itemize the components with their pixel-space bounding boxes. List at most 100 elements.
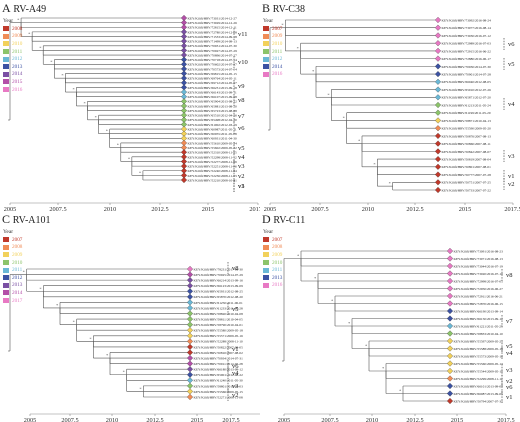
- node-support-marker: *: [297, 254, 300, 259]
- legend-year: 2008: [272, 244, 283, 251]
- tip-diamond: [180, 98, 188, 105]
- x-tick-label: 2012.5: [406, 206, 423, 211]
- tip-diamond: [180, 56, 188, 63]
- tip-label: KEY/Kilifi/HRV/72780/2014-12-08: [188, 30, 238, 34]
- node-support-marker: *: [331, 299, 334, 304]
- clade-label: v5: [508, 61, 515, 68]
- legend-year: 2011: [272, 267, 283, 274]
- node-support-marker: *: [89, 336, 92, 341]
- tip-diamond: [186, 271, 194, 278]
- tip-diamond: [180, 84, 188, 91]
- legend-item: 2011: [263, 48, 282, 56]
- tip-diamond: [446, 345, 454, 352]
- legend-swatch: [3, 26, 9, 32]
- tip-label: KEY/Kilifi/HRV/52299/2008-11-12: [454, 377, 503, 381]
- tip-label: KEY/Kilifi/HRV/55573/2009-05-16: [454, 354, 504, 358]
- legend-item: 2010: [263, 40, 282, 48]
- tip-label: KEY/Kilifi/HRV/58801/2010-04-03: [194, 384, 244, 388]
- legend-item: 2013: [3, 63, 22, 71]
- x-tick-label: 2010: [104, 206, 117, 211]
- node-support-marker: *: [50, 59, 53, 64]
- node-support-marker: *: [312, 69, 315, 74]
- clade-label: v4: [508, 101, 515, 108]
- tip-label: KEY/Kilifi/HRV/66214/2013-09-16: [194, 279, 244, 283]
- phylo-tree: * * * * * * * KEY/Kilifi/HRV/73091/2016-08-23 KE…: [282, 247, 504, 405]
- legend-year: 2010: [272, 259, 283, 266]
- tip-diamond: [434, 47, 442, 54]
- tip-label: KEY/Kilifi/HRV/65870/2012-08-20: [194, 295, 244, 299]
- tip-label: KEY/Kilifi/HRV/69764/2014-05-11: [188, 77, 237, 81]
- tip-label: KEY/Kilifi/HRV/65881/2013-08-20: [188, 104, 238, 108]
- tip-diamond: [180, 65, 188, 72]
- clade-label: v2: [232, 392, 239, 399]
- tip-label: KEY/Kilifi/HRV/61250/2011-06-01: [194, 301, 243, 305]
- node-support-marker: *: [39, 286, 42, 291]
- node-support-marker: *: [117, 143, 120, 148]
- clade-label: v7: [238, 113, 245, 120]
- legend-year: 2013: [272, 274, 283, 281]
- legend-swatch: [263, 49, 269, 55]
- legend-year: 2011: [12, 48, 23, 55]
- clade-label: v9: [238, 83, 245, 90]
- tip-diamond: [434, 86, 442, 93]
- tip-label: KEY/Kilifi/HRV/61002/2012-03-19: [188, 123, 238, 127]
- tip-label: KEY/Kilifi/HRV/60987/2011-05-11: [188, 127, 237, 131]
- clade-label: v8: [506, 272, 513, 279]
- node-support-marker: *: [358, 139, 361, 144]
- tip-diamond: [446, 397, 454, 405]
- tip-diamond: [434, 78, 442, 85]
- tip-label: KEY/Kilifi/HRV/72815/2014-12-11: [188, 26, 237, 30]
- tip-diamond: [434, 117, 442, 124]
- tip-label: KEY/Kilifi/HRV/70901/2014-07-28: [442, 72, 492, 76]
- tip-label: KEY/Kilifi/HRV/73092/2016-08-24: [442, 18, 492, 22]
- node-support-marker: *: [281, 23, 284, 28]
- x-tick-label: 2012.5: [406, 417, 423, 422]
- legend-swatch: [263, 237, 269, 243]
- legend-item: 2010: [3, 259, 22, 267]
- tip-label: KEY/Kilifi/HRV/72880/2016-06-17: [442, 57, 492, 61]
- panel-name: RV-C11: [273, 215, 306, 226]
- legend-year: 2012: [12, 274, 23, 281]
- tip-diamond: [186, 332, 194, 339]
- tip-label: KEY/Kilifi/HRV/73030/2016-07-12: [442, 34, 492, 38]
- x-tick-label: 2010: [362, 206, 375, 211]
- x-tick-label: 2007.5: [61, 417, 78, 422]
- tip-diamond: [180, 139, 188, 147]
- tip-diamond: [434, 163, 442, 170]
- panel-letter: A: [2, 1, 11, 15]
- legend-item: 2014: [263, 63, 282, 71]
- tip-label: KEY/Kilifi/HRV/61221/2011-05-25: [454, 324, 503, 328]
- tip-diamond: [186, 360, 194, 367]
- clade-label: v4: [506, 350, 513, 357]
- tip-diamond: [186, 288, 194, 295]
- clade-label: v11: [238, 31, 248, 38]
- tip-diamond: [180, 79, 188, 86]
- tip-diamond: [186, 277, 194, 284]
- legend-swatch: [263, 252, 269, 258]
- panel-d: 2005 2007.5 2010 2012.5 2015 2017.5 * * * * * * * KEY…: [260, 211, 520, 422]
- phylo-tree: * * * * * * * * KEY/Kilifi/HRV/78231/2017-06-30 K…: [8, 265, 244, 401]
- tip-diamond: [434, 63, 442, 70]
- node-support-marker: *: [72, 87, 75, 92]
- clade-label: v5: [232, 306, 239, 313]
- node-support-marker: *: [106, 129, 109, 134]
- legend-swatch: [3, 282, 9, 288]
- tip-label: KEY/Kilifi/HRV/69815/2014-05-15: [188, 72, 238, 76]
- legend-item: 2012: [3, 274, 22, 282]
- legend-item: 2009: [3, 251, 22, 259]
- legend-swatch: [3, 64, 9, 70]
- legend-title: Year: [3, 229, 14, 235]
- tip-label: KEY/Kilifi/HRV/52210/2008-10-31: [188, 178, 238, 182]
- panel-name: RV-A49: [13, 4, 47, 15]
- x-tick-label: 2005: [278, 417, 291, 422]
- legend-year: 2008: [12, 25, 23, 32]
- tip-diamond: [434, 71, 442, 78]
- tip-label: KEY/Kilifi/HRV/50777/2007-07-28: [442, 173, 492, 177]
- tip-label: KEY/Kilifi/HRV/52288/2008-11-10: [194, 340, 243, 344]
- clade-label: v1: [506, 394, 513, 401]
- clade-label: v1: [508, 173, 515, 180]
- x-tick-label: 2017.5: [222, 417, 239, 422]
- clade-label: v3: [508, 153, 515, 160]
- legend-item: 2011: [3, 48, 22, 56]
- legend-swatch: [3, 275, 9, 281]
